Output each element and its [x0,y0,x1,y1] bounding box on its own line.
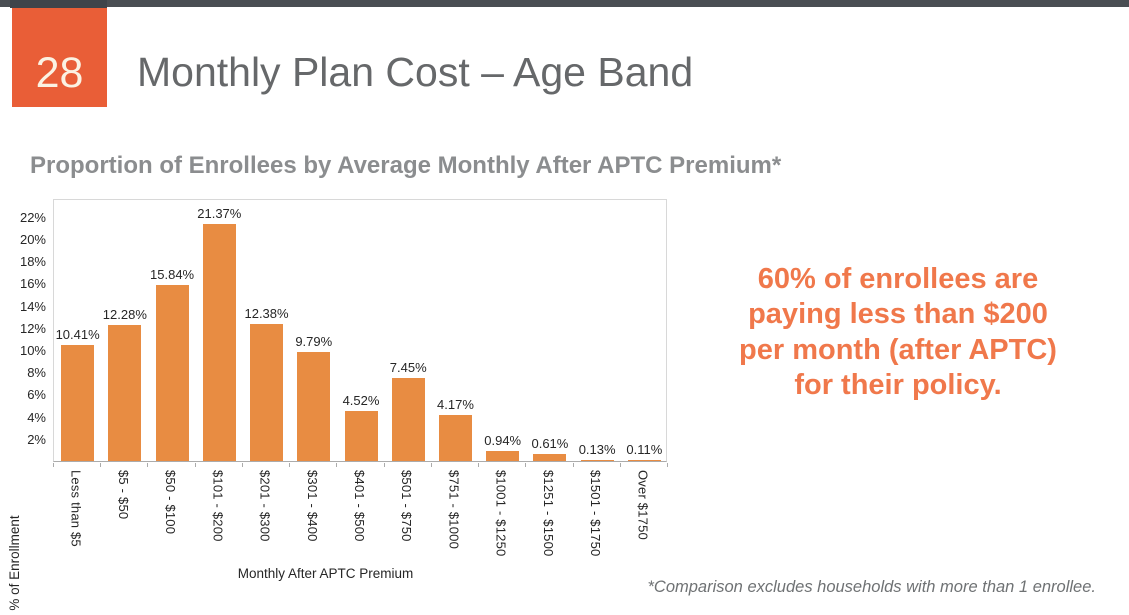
slide-number: 28 [35,49,84,97]
y-tick-label: 10% [19,343,46,359]
y-tick-label: 18% [19,254,46,270]
top-accent-bar [0,0,1129,7]
x-tick-label: $751 - $1000 [446,470,462,550]
bar [344,410,378,461]
x-axis-tick [430,463,432,467]
y-tick-label: 20% [19,232,46,248]
bar-value-label: 7.45% [389,360,427,376]
bar [533,454,567,461]
top-accent-tab [10,0,107,8]
y-tick-label: 22% [19,209,46,225]
x-axis-tick [100,463,102,467]
callout-line: for their policy. [794,369,1002,402]
y-tick-label: 4% [27,409,46,425]
bar [627,459,661,461]
x-axis-tick [289,463,291,467]
bar [155,285,189,461]
y-tick-label: 16% [19,276,46,292]
bar-value-label: 0.13% [578,441,616,457]
bar [202,223,236,461]
x-axis-tick [241,463,243,467]
callout-line: paying less than $200 [748,298,1048,331]
y-tick-label: 14% [19,298,46,314]
callout-line: per month (after APTC) [739,333,1057,366]
y-tick-label: 6% [27,387,46,403]
x-tick-label: Less than $5 [68,470,84,547]
bar [250,323,284,461]
y-tick-label: 12% [19,320,46,336]
bar [108,324,142,461]
x-axis-tick [525,463,527,467]
bar-value-label: 4.52% [342,392,380,408]
y-tick-label: 8% [27,365,46,381]
chart-heading: Proportion of Enrollees by Average Month… [30,152,782,179]
x-axis-tick [478,463,480,467]
bar-value-label: 12.38% [244,305,289,321]
bar-value-label: 15.84% [150,267,195,283]
x-tick-label: $501 - $750 [399,470,415,542]
slide-number-badge: 28 [12,8,107,107]
bar-value-label: 9.79% [295,334,333,350]
callout-line: 60% of enrollees are [757,263,1039,295]
x-tick-label: $1501 - $1750 [588,470,604,557]
bar-value-label: 10.41% [55,327,100,343]
bar-value-label: 0.94% [484,432,522,448]
bar [297,352,331,461]
bar-value-label: 4.17% [437,396,474,412]
y-tick-label: 2% [27,431,46,447]
x-axis-tick [383,463,385,467]
x-axis-tick [53,463,54,467]
x-tick-label: $5 - $50 [115,470,131,520]
x-tick-label: $1001 - $1250 [493,470,509,557]
x-tick-label: $301 - $400 [304,470,320,542]
bar-value-label: 12.28% [102,306,147,322]
bar-value-label: 0.11% [626,441,663,457]
y-axis-title: % of Enrollment [7,515,22,611]
bar [61,345,95,461]
x-axis-tick [667,463,668,467]
bar [486,450,520,461]
x-tick-label: $401 - $500 [352,470,367,542]
bar-value-label: 21.37% [197,205,242,221]
x-axis-tick [619,463,621,467]
x-tick-label: Over $1750 [635,470,651,540]
page-title: Monthly Plan Cost – Age Band [137,49,694,95]
x-tick-label: $50 - $100 [163,470,179,535]
bar-chart: % of Enrollment 10.41% 12.28% 15.84% 21.37%… [0,199,700,611]
x-axis-tick [336,463,338,467]
bar [391,378,425,461]
bar-value-label: 0.61% [531,436,569,452]
footnote: *Comparison excludes households with mor… [647,578,1096,596]
bar [438,414,472,461]
x-tick-label: $101 - $200 [210,470,226,542]
callout-text: 60% of enrollees are paying less than $20… [702,262,1094,404]
x-tick-label: $1251 - $1500 [540,470,556,557]
x-axis-title: Monthly After APTC Premium [237,566,414,581]
bar [580,459,614,461]
x-axis-tick [572,463,574,467]
x-tick-label: $201 - $300 [257,470,273,542]
x-axis-tick [147,463,149,467]
plot-area: 10.41% 12.28% 15.84% 21.37% 12.38% 9.79% 4.52%… [53,199,667,462]
x-axis-tick [194,463,196,467]
